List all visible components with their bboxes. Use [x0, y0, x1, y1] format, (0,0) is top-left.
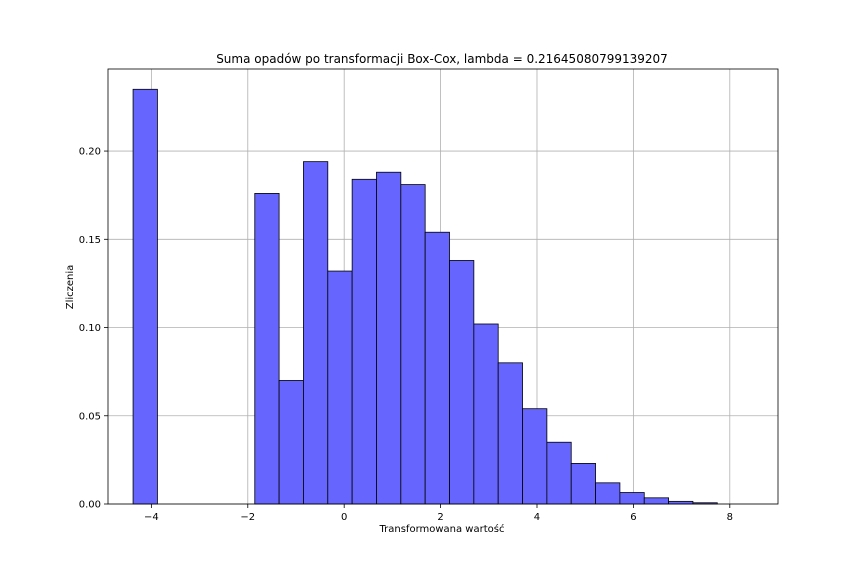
histogram-bar [522, 408, 548, 505]
histogram-bar [570, 463, 596, 505]
histogram-bars [132, 88, 718, 505]
histogram-bar [303, 161, 329, 505]
histogram-bar [400, 184, 426, 505]
x-tick-label: 8 [727, 512, 733, 523]
histogram-bar [132, 88, 158, 505]
axis-ticks: −4 −2 0 2 4 6 8 0.00 0.05 0.10 0.15 0.20 [79, 147, 733, 523]
histogram-bar [351, 178, 377, 505]
histogram-bar [497, 362, 523, 505]
histogram-bar [595, 482, 621, 505]
histogram-bar [546, 441, 572, 505]
x-axis-label: Transformowana wartość [379, 523, 505, 535]
histogram-bar [449, 260, 475, 505]
y-axis-label: Zliczenia [65, 265, 76, 310]
y-tick-label: 0.15 [79, 235, 101, 246]
histogram-bar [376, 171, 402, 505]
x-tick-label: 0 [341, 512, 347, 523]
x-tick-label: −2 [240, 512, 255, 523]
histogram-bar [327, 270, 353, 505]
x-tick-label: −4 [144, 512, 159, 523]
histogram-bar [473, 323, 499, 505]
histogram-bar [643, 497, 669, 505]
x-tick-label: 2 [437, 512, 443, 523]
histogram-bar [278, 380, 304, 505]
histogram-bar [254, 193, 280, 505]
histogram-bar [424, 231, 450, 505]
x-tick-label: 4 [534, 512, 540, 523]
y-tick-label: 0.10 [79, 323, 101, 334]
x-tick-label: 6 [630, 512, 636, 523]
chart-title: Suma opadów po transformacji Box-Cox, la… [216, 52, 668, 66]
y-tick-label: 0.20 [79, 147, 101, 158]
y-tick-label: 0.05 [79, 411, 101, 422]
y-tick-label: 0.00 [79, 500, 101, 511]
histogram-bar [619, 492, 645, 505]
plot-frame [107, 68, 779, 505]
